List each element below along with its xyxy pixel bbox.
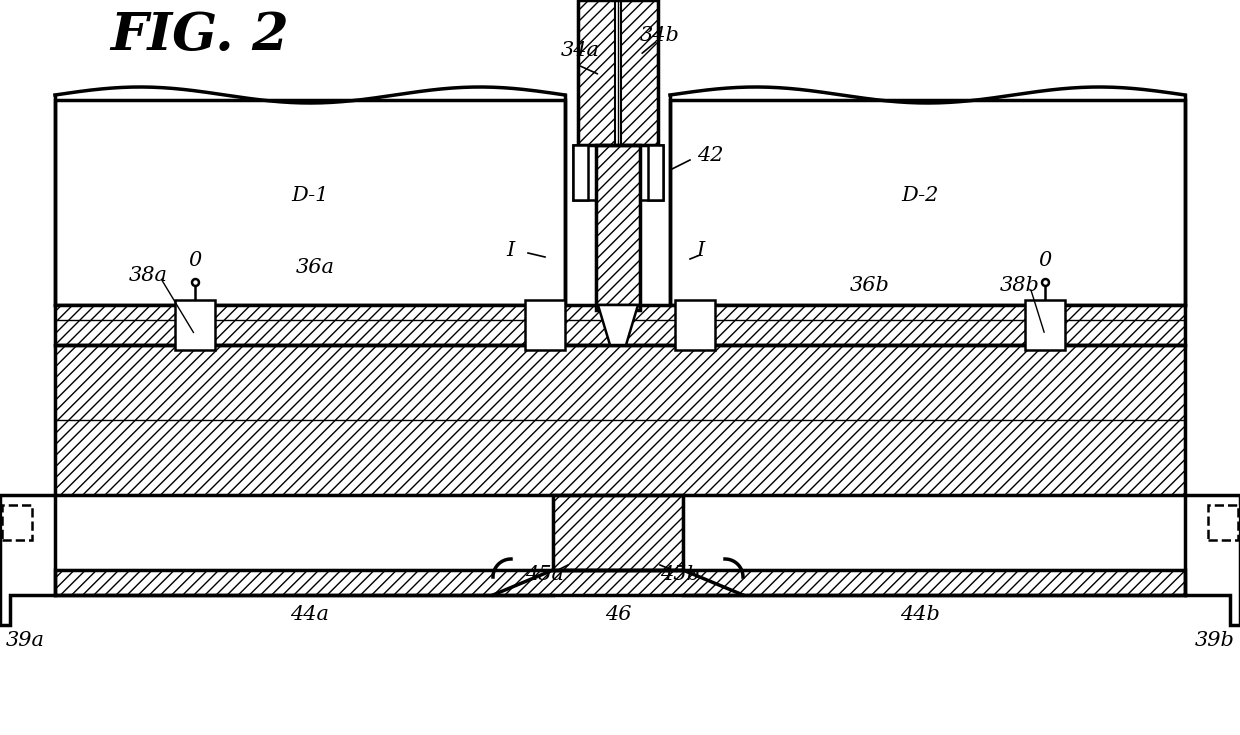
Bar (553, 495, 683, 570)
Polygon shape (0, 495, 55, 625)
Text: 34b: 34b (640, 26, 680, 45)
Bar (573, 145, 588, 200)
Bar (670, 100, 1185, 305)
Bar (175, 300, 215, 350)
Bar (596, 145, 640, 310)
Bar (578, 0, 615, 145)
Bar (55, 570, 1185, 595)
Bar (553, 495, 683, 570)
Text: 45a: 45a (526, 565, 564, 584)
Bar (55, 345, 1185, 495)
Polygon shape (573, 145, 596, 200)
Bar (1208, 505, 1238, 540)
Text: 39b: 39b (1195, 631, 1235, 650)
Text: D-2: D-2 (901, 185, 939, 204)
Bar (55, 305, 1185, 345)
Text: FIG. 2: FIG. 2 (110, 10, 289, 60)
Text: 36b: 36b (851, 276, 890, 295)
Text: 39a: 39a (5, 631, 45, 650)
Bar (2, 505, 32, 540)
Text: I: I (696, 240, 704, 259)
Bar (55, 570, 1185, 595)
Text: 45b: 45b (660, 565, 699, 584)
Text: 46: 46 (605, 606, 631, 625)
Bar (621, 0, 658, 145)
Bar (55, 305, 1185, 345)
Bar (55, 100, 565, 305)
Bar (1025, 300, 1065, 350)
Text: 34a: 34a (560, 40, 599, 60)
Text: 38a: 38a (129, 265, 167, 284)
Bar (649, 145, 663, 200)
Bar (578, 0, 658, 145)
Bar (55, 345, 1185, 495)
Bar (675, 300, 715, 350)
Bar (525, 300, 565, 350)
Polygon shape (1185, 495, 1240, 625)
Text: 44b: 44b (900, 606, 940, 625)
Text: D-1: D-1 (291, 185, 329, 204)
Text: 38b: 38b (1001, 276, 1040, 295)
Text: 44a: 44a (290, 606, 330, 625)
Polygon shape (598, 305, 639, 345)
Text: 36a: 36a (295, 257, 335, 276)
Text: 42: 42 (697, 146, 723, 165)
Polygon shape (640, 145, 663, 200)
Text: 0: 0 (188, 251, 202, 270)
Bar (596, 145, 640, 310)
Text: 0: 0 (1038, 251, 1052, 270)
Text: I: I (506, 240, 515, 259)
